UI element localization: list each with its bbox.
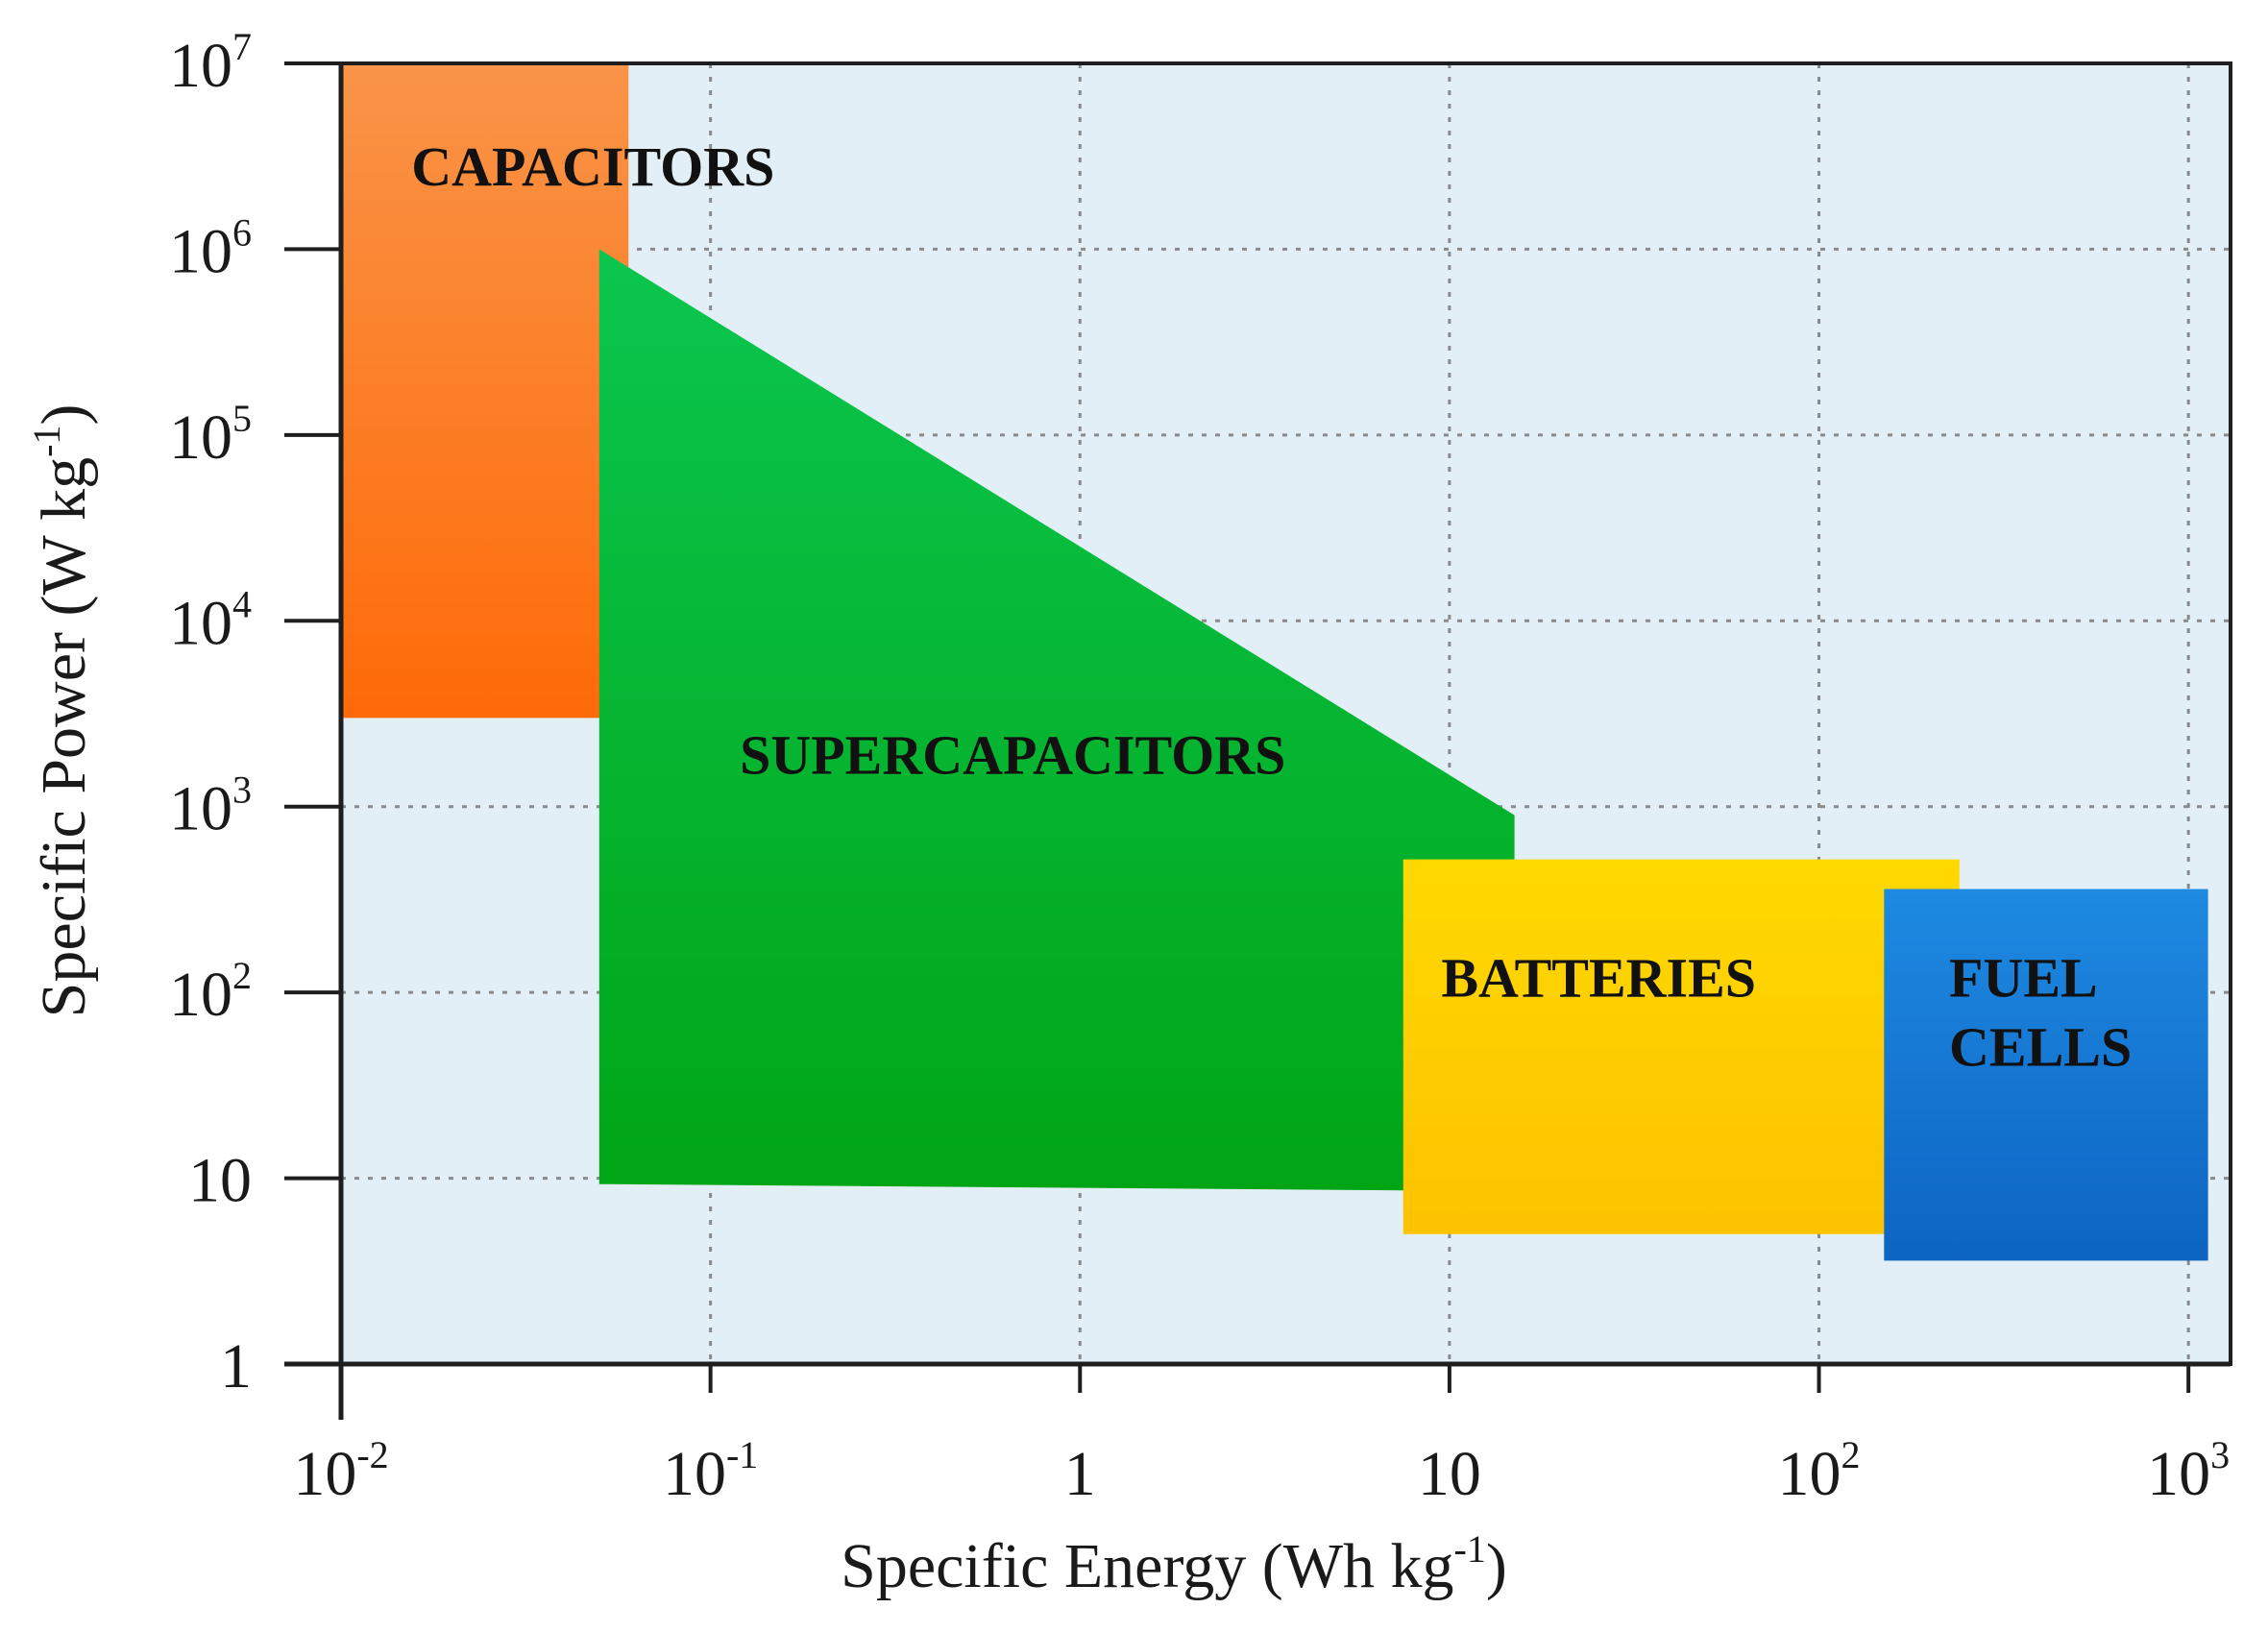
capacitors-label-line: CAPACITORS — [411, 135, 774, 198]
fuel-cells-label-line: CELLS — [1949, 1015, 2132, 1078]
y-tick-base: 10 — [169, 774, 232, 844]
supercapacitors-region — [598, 249, 1515, 1192]
y-tick-base: 10 — [169, 960, 232, 1030]
x-axis-title-sup: -1 — [1454, 1527, 1486, 1571]
x-tick-base: 10 — [293, 1439, 356, 1509]
x-tick-exp: 3 — [2210, 1433, 2230, 1476]
y-tick-label: 107 — [169, 25, 252, 101]
y-tick-exp: 2 — [232, 954, 252, 997]
y-axis-title: Specific Power (W kg-1) — [25, 404, 99, 1018]
fuel-cells-label-line: FUEL — [1949, 946, 2098, 1009]
y-axis-title-close: ) — [29, 404, 99, 426]
y-tick-base: 10 — [169, 31, 232, 101]
x-tick-label: 103 — [2147, 1433, 2230, 1509]
x-tick-exp: -1 — [726, 1433, 758, 1476]
supercapacitors-label-line: SUPERCAPACITORS — [740, 724, 1285, 787]
y-tick-label: 103 — [169, 768, 252, 844]
x-tick-base: 10 — [2147, 1439, 2210, 1509]
x-axis-title-text: Specific Energy (Wh kg — [841, 1531, 1453, 1601]
x-axis-title: Specific Energy (Wh kg-1) — [841, 1527, 1507, 1601]
batteries-region — [1402, 859, 1960, 1234]
y-tick-exp: 6 — [232, 210, 252, 254]
y-tick-exp: 7 — [232, 25, 252, 68]
batteries-label: BATTERIES — [1441, 946, 1756, 1009]
y-tick-exp: 4 — [232, 582, 252, 625]
x-tick-label: 1 — [1064, 1439, 1096, 1509]
fuel-cells-label: FUEL CELLS — [1949, 946, 2132, 1078]
capacitors-region — [341, 63, 629, 719]
y-axis-title-sup: -1 — [25, 426, 68, 457]
x-tick-label: 10-1 — [663, 1433, 758, 1509]
x-tick-label: 102 — [1778, 1433, 1861, 1509]
x-tick-base: 10 — [1418, 1439, 1481, 1509]
x-tick-exp: -2 — [356, 1433, 388, 1476]
y-tick-base: 10 — [188, 1146, 252, 1216]
y-tick-base: 10 — [169, 402, 232, 473]
y-tick-base: 10 — [169, 588, 232, 658]
x-tick-base: 10 — [663, 1439, 726, 1509]
y-tick-base: 1 — [220, 1331, 252, 1401]
y-tick-label: 106 — [169, 210, 252, 286]
x-tick-label: 10-2 — [293, 1433, 388, 1509]
x-tick-label: 10 — [1418, 1439, 1481, 1509]
capacitors-label: CAPACITORS — [411, 135, 774, 198]
y-tick-label: 102 — [169, 954, 252, 1030]
y-tick-exp: 3 — [232, 768, 252, 812]
y-tick-label: 105 — [169, 397, 252, 473]
x-tick-base: 1 — [1064, 1439, 1096, 1509]
axes — [284, 61, 2232, 1420]
batteries-label-line: BATTERIES — [1441, 946, 1756, 1009]
y-tick-label: 104 — [169, 582, 252, 658]
y-tick-base: 10 — [169, 216, 232, 286]
y-tick-label: 10 — [188, 1146, 252, 1216]
x-tick-base: 10 — [1778, 1439, 1841, 1509]
regions — [341, 63, 2208, 1261]
y-tick-exp: 5 — [232, 397, 252, 440]
supercapacitors-label: SUPERCAPACITORS — [740, 724, 1285, 787]
x-axis-title-close: ) — [1486, 1531, 1507, 1601]
fuel-cells-region — [1884, 889, 2208, 1261]
y-tick-label: 1 — [220, 1331, 252, 1401]
region-labels: CAPACITORS SUPERCAPACITORS BATTERIES FUEL CE… — [411, 135, 2132, 1078]
y-axis-title-text: Specific Power (W kg — [29, 457, 99, 1017]
x-tick-exp: 2 — [1841, 1433, 1861, 1476]
